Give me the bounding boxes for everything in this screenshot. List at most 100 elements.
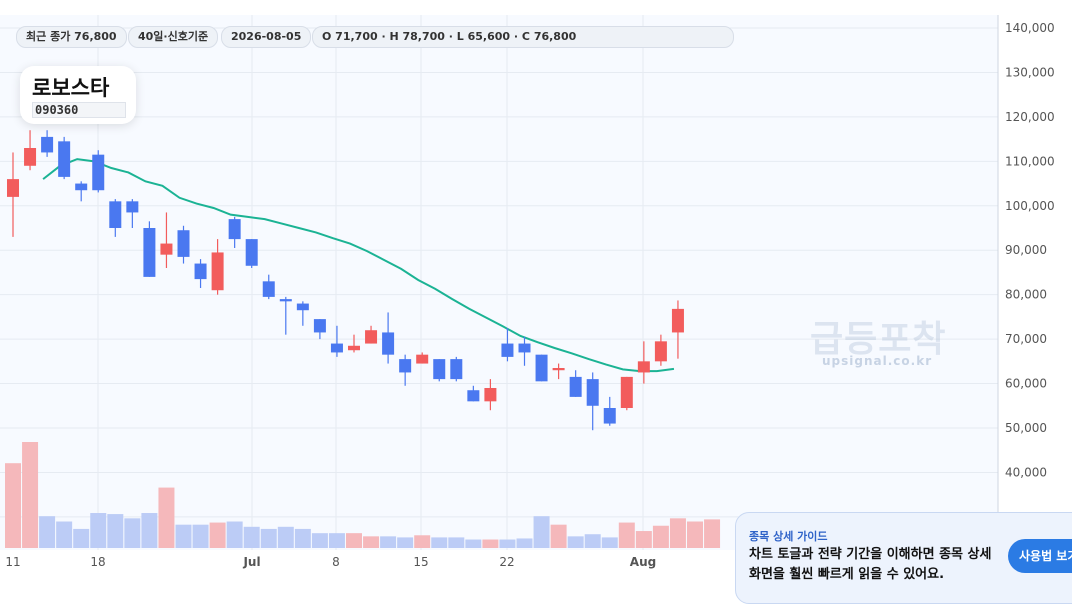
candle-body	[399, 359, 412, 373]
y-tick-label: 120,000	[1005, 110, 1055, 124]
candle	[330, 325, 343, 357]
candle	[24, 130, 37, 171]
candle-body	[262, 281, 275, 297]
candle	[7, 152, 19, 237]
y-tick-label: 90,000	[1005, 243, 1047, 257]
candle	[348, 334, 360, 353]
candle-body	[330, 343, 343, 353]
candle-body	[450, 359, 463, 380]
candle-body	[586, 379, 599, 406]
watermark-url: upsignal.co.kr	[822, 354, 933, 368]
guide-title: 종목 상세 가이드	[749, 530, 828, 543]
guide-button[interactable]: 사용법 보기	[1008, 539, 1072, 573]
volume-bar	[687, 521, 703, 548]
volume-bar	[414, 535, 431, 548]
candle-body	[245, 239, 258, 266]
volume-bar	[39, 516, 56, 548]
volume-bar	[90, 513, 107, 548]
volume-bar	[465, 539, 482, 548]
volume-bar	[107, 514, 124, 548]
candle	[92, 150, 105, 193]
candle	[484, 379, 497, 411]
candle	[75, 181, 88, 202]
y-tick-label: 60,000	[1005, 377, 1047, 391]
volume-bar	[618, 522, 635, 548]
candle-body	[92, 154, 105, 191]
candle	[552, 363, 565, 380]
candle-body	[24, 148, 37, 166]
watermark-title: 급등포착	[810, 319, 947, 360]
candle	[58, 136, 71, 180]
candle	[450, 356, 463, 382]
y-tick-label: 100,000	[1005, 199, 1055, 213]
volume-bar	[328, 533, 345, 548]
volume-bar	[482, 539, 499, 548]
candle-body	[365, 330, 378, 344]
volume-bar	[346, 533, 362, 548]
candle-body	[279, 299, 292, 302]
candle	[467, 385, 480, 402]
candle-body	[654, 341, 667, 362]
volume-bar	[277, 526, 294, 548]
candle	[245, 239, 258, 268]
volume-bar	[669, 518, 686, 548]
y-tick-label: 80,000	[1005, 288, 1047, 302]
candle-body	[535, 354, 548, 382]
candle-body	[41, 136, 54, 153]
candle-body	[552, 368, 565, 371]
y-tick-label: 140,000	[1005, 21, 1055, 35]
candle	[279, 296, 292, 335]
candle	[518, 336, 531, 366]
candle	[654, 334, 667, 366]
plot-background	[0, 15, 998, 550]
candle	[262, 274, 275, 300]
candle	[143, 221, 156, 277]
volume-bar	[73, 528, 90, 548]
candle	[620, 376, 633, 411]
candle	[535, 354, 548, 382]
candle-body	[382, 332, 395, 355]
stock-code: 090360	[32, 102, 126, 118]
x-tick-label: Aug	[630, 555, 656, 569]
candle	[109, 199, 122, 237]
stock-title-card: 로보스타 090360	[20, 66, 136, 124]
candle	[637, 341, 650, 384]
candle-body	[620, 376, 633, 408]
candle-body	[7, 179, 19, 197]
x-tick-label: 18	[90, 555, 105, 569]
candle	[41, 130, 54, 157]
candle	[671, 300, 684, 359]
candle-body	[211, 252, 224, 291]
period-chip[interactable]: 40일·신호기준	[128, 26, 219, 48]
candle-body	[501, 343, 514, 357]
candle	[365, 325, 378, 344]
volume-bar	[56, 521, 73, 548]
volume-bar	[260, 528, 277, 548]
candle-body	[484, 388, 497, 402]
volume-bar	[448, 537, 465, 548]
candle-body	[313, 319, 326, 333]
guide-banner[interactable]: 종목 상세 가이드 차트 토글과 전략 기간을 이해하면 종목 상세 화면을 훨…	[735, 512, 1072, 604]
stock-name: 로보스타	[32, 76, 110, 100]
volume-bar	[652, 525, 669, 548]
candle-body	[126, 201, 139, 213]
ohlc-chip: O 71,700 · H 78,700 · L 65,600 · C 76,80…	[312, 26, 734, 48]
candle-body	[160, 243, 173, 255]
volume-bar	[601, 537, 618, 548]
price-chart[interactable]: 30,00040,00050,00060,00070,00080,00090,0…	[0, 0, 1072, 579]
candles	[7, 130, 684, 431]
volume-bar	[567, 536, 584, 548]
y-tick-label: 130,000	[1005, 65, 1055, 79]
candle-body	[671, 308, 684, 333]
date-chip: 2026-08-05	[221, 26, 312, 48]
volume-bar	[22, 442, 39, 548]
candle	[416, 352, 429, 364]
candle-body	[416, 354, 429, 364]
volume-bar	[499, 539, 516, 548]
x-tick-label: 8	[332, 555, 340, 569]
candle	[433, 359, 446, 382]
volume-bars	[5, 442, 721, 548]
volume-bar	[158, 487, 175, 548]
candle	[501, 328, 514, 362]
candle	[194, 259, 207, 288]
